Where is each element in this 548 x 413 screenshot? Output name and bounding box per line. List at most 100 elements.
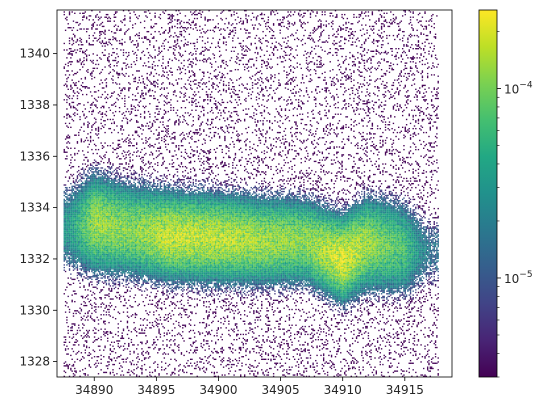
heatmap-cell bbox=[95, 179, 97, 181]
heatmap-cell bbox=[104, 207, 106, 210]
heatmap-cell bbox=[99, 32, 101, 34]
heatmap-cell bbox=[122, 213, 125, 215]
heatmap-cell bbox=[88, 282, 90, 284]
heatmap-cell bbox=[114, 283, 117, 286]
heatmap-cell bbox=[96, 264, 98, 266]
heatmap-cell bbox=[84, 180, 87, 182]
heatmap-cell bbox=[82, 253, 84, 256]
heatmap-cell bbox=[118, 42, 121, 45]
heatmap-cell bbox=[104, 214, 106, 216]
heatmap-cell bbox=[64, 63, 67, 66]
heatmap-cell bbox=[124, 197, 126, 199]
heatmap-cell bbox=[79, 222, 81, 224]
heatmap-cell bbox=[103, 54, 105, 56]
heatmap-cell bbox=[101, 232, 104, 235]
heatmap-cell bbox=[80, 217, 83, 219]
heatmap-cell bbox=[88, 363, 90, 366]
heatmap-cell bbox=[80, 310, 83, 312]
heatmap-cell bbox=[89, 179, 92, 181]
heatmap-cell bbox=[84, 245, 87, 248]
heatmap-cell bbox=[83, 264, 85, 266]
heatmap-cell bbox=[82, 231, 84, 233]
heatmap-cell bbox=[121, 200, 123, 202]
heatmap-cell bbox=[66, 213, 68, 215]
heatmap-cell bbox=[122, 230, 125, 232]
heatmap-cell bbox=[75, 224, 77, 227]
heatmap-cell bbox=[109, 238, 112, 240]
heatmap-cell bbox=[118, 201, 121, 203]
heatmap-cell bbox=[121, 337, 123, 340]
heatmap-cell bbox=[100, 338, 102, 341]
heatmap-cell bbox=[93, 218, 96, 220]
heatmap-cell bbox=[126, 248, 129, 250]
heatmap-cell bbox=[95, 148, 97, 151]
heatmap-cell bbox=[97, 96, 100, 98]
heatmap-cell bbox=[100, 186, 102, 189]
heatmap-cell bbox=[116, 62, 118, 64]
heatmap-cell bbox=[103, 205, 105, 207]
heatmap-cell bbox=[76, 249, 79, 252]
heatmap-cell bbox=[84, 256, 87, 258]
heatmap-cell bbox=[82, 259, 84, 261]
heatmap-cell bbox=[68, 177, 71, 180]
heatmap-cell bbox=[72, 239, 75, 241]
heatmap-cell bbox=[112, 261, 114, 264]
heatmap-cell bbox=[82, 266, 84, 269]
heatmap-cell bbox=[124, 272, 126, 274]
heatmap-cell bbox=[125, 260, 127, 262]
heatmap-cell bbox=[122, 265, 125, 267]
heatmap-cell bbox=[89, 260, 92, 262]
heatmap-cell bbox=[67, 214, 69, 216]
heatmap-cell bbox=[116, 209, 118, 211]
heatmap-cell bbox=[66, 137, 68, 139]
heatmap-cell bbox=[80, 269, 83, 271]
heatmap-cell bbox=[101, 235, 104, 237]
heatmap-cell bbox=[75, 205, 77, 207]
heatmap-cell bbox=[89, 247, 92, 249]
heatmap-cell bbox=[125, 223, 127, 226]
heatmap-cell bbox=[64, 218, 67, 220]
heatmap-cell bbox=[88, 217, 90, 219]
heatmap-cell bbox=[78, 185, 80, 187]
heatmap-cell bbox=[129, 226, 131, 228]
heatmap-cell bbox=[100, 58, 102, 60]
heatmap-cell bbox=[114, 172, 117, 174]
heatmap-cell bbox=[79, 265, 81, 267]
heatmap-cell bbox=[70, 230, 72, 232]
heatmap-cell bbox=[66, 155, 68, 157]
heatmap-cell bbox=[72, 219, 75, 222]
heatmap-cell bbox=[97, 268, 100, 270]
heatmap-cell bbox=[100, 230, 102, 232]
heatmap-cell bbox=[97, 227, 100, 229]
heatmap-cell bbox=[117, 190, 119, 193]
heatmap-cell bbox=[125, 141, 127, 143]
heatmap-cell bbox=[93, 217, 96, 219]
heatmap-cell bbox=[96, 251, 98, 253]
heatmap-cell bbox=[76, 340, 79, 342]
heatmap-cell bbox=[72, 82, 75, 84]
heatmap-cell bbox=[72, 262, 75, 265]
heatmap-cell bbox=[79, 12, 81, 14]
heatmap-cell bbox=[68, 13, 71, 16]
heatmap-cell bbox=[92, 40, 94, 42]
heatmap-cell bbox=[92, 23, 94, 25]
heatmap-cell bbox=[72, 248, 75, 250]
heatmap-cell bbox=[80, 219, 83, 222]
heatmap-cell bbox=[85, 207, 88, 210]
heatmap-cell bbox=[110, 180, 113, 182]
heatmap-cell bbox=[74, 367, 76, 370]
heatmap-cell bbox=[99, 257, 101, 260]
heatmap-cell bbox=[83, 249, 85, 252]
heatmap-cell bbox=[101, 202, 104, 205]
heatmap-cell bbox=[75, 230, 77, 232]
heatmap-cell bbox=[92, 217, 94, 219]
heatmap-cell bbox=[75, 310, 77, 312]
heatmap-cell bbox=[72, 74, 75, 76]
heatmap-cell bbox=[108, 192, 110, 194]
heatmap-cell bbox=[99, 259, 101, 261]
heatmap-cell bbox=[63, 202, 65, 205]
heatmap-cell bbox=[89, 131, 92, 134]
heatmap-cell bbox=[122, 255, 125, 257]
heatmap-cell bbox=[112, 281, 114, 283]
heatmap-cell bbox=[105, 280, 108, 282]
